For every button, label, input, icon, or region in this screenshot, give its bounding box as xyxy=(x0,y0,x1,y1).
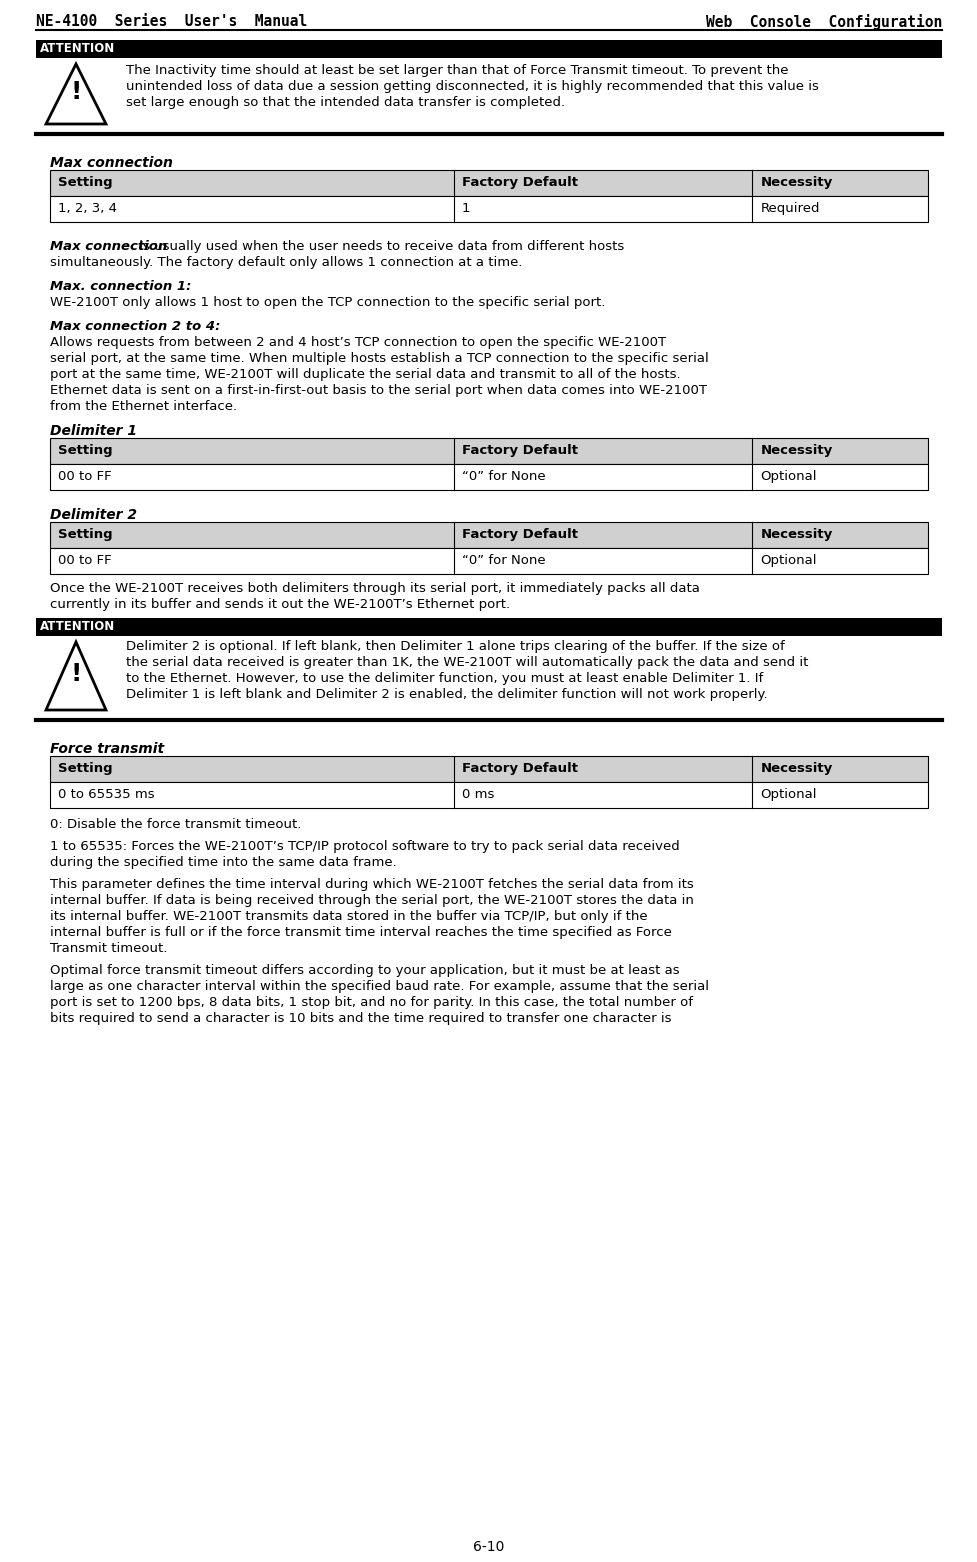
Bar xyxy=(36,636,941,715)
Text: Optional: Optional xyxy=(760,470,816,483)
Text: Delimiter 2: Delimiter 2 xyxy=(50,508,137,522)
Text: Delimiter 1: Delimiter 1 xyxy=(50,423,137,437)
Bar xyxy=(36,41,941,58)
Text: 0 to 65535 ms: 0 to 65535 ms xyxy=(58,787,154,801)
Text: Transmit timeout.: Transmit timeout. xyxy=(50,942,167,954)
Text: 0: Disable the force transmit timeout.: 0: Disable the force transmit timeout. xyxy=(50,818,301,831)
Bar xyxy=(50,548,927,573)
Text: 0 ms: 0 ms xyxy=(461,787,493,801)
Bar xyxy=(50,522,927,548)
Text: to the Ethernet. However, to use the delimiter function, you must at least enabl: to the Ethernet. However, to use the del… xyxy=(126,672,762,686)
Text: Delimiter 1 is left blank and Delimiter 2 is enabled, the delimiter function wil: Delimiter 1 is left blank and Delimiter … xyxy=(126,687,767,701)
Text: serial port, at the same time. When multiple hosts establish a TCP connection to: serial port, at the same time. When mult… xyxy=(50,351,708,366)
Text: simultaneously. The factory default only allows 1 connection at a time.: simultaneously. The factory default only… xyxy=(50,256,522,269)
Bar xyxy=(36,619,941,636)
Text: bits required to send a character is 10 bits and the time required to transfer o: bits required to send a character is 10 … xyxy=(50,1012,671,1025)
Text: Setting: Setting xyxy=(58,444,112,458)
Text: Necessity: Necessity xyxy=(760,177,831,189)
Bar xyxy=(50,437,927,464)
Text: Delimiter 2 is optional. If left blank, then Delimiter 1 alone trips clearing of: Delimiter 2 is optional. If left blank, … xyxy=(126,640,784,653)
Bar xyxy=(50,756,927,783)
Text: port at the same time, WE-2100T will duplicate the serial data and transmit to a: port at the same time, WE-2100T will dup… xyxy=(50,369,680,381)
Text: Setting: Setting xyxy=(58,177,112,189)
Text: from the Ethernet interface.: from the Ethernet interface. xyxy=(50,400,236,412)
Text: Necessity: Necessity xyxy=(760,444,831,458)
Text: Necessity: Necessity xyxy=(760,528,831,540)
Text: Max connection: Max connection xyxy=(50,241,167,253)
Text: Max connection 2 to 4:: Max connection 2 to 4: xyxy=(50,320,220,333)
Text: Optional: Optional xyxy=(760,787,816,801)
Text: “0” for None: “0” for None xyxy=(461,555,545,567)
Bar xyxy=(50,464,927,490)
Text: during the specified time into the same data frame.: during the specified time into the same … xyxy=(50,856,397,868)
Text: port is set to 1200 bps, 8 data bits, 1 stop bit, and no for parity. In this cas: port is set to 1200 bps, 8 data bits, 1 … xyxy=(50,997,693,1009)
Text: 1, 2, 3, 4: 1, 2, 3, 4 xyxy=(58,201,117,216)
Text: large as one character interval within the specified baud rate. For example, ass: large as one character interval within t… xyxy=(50,979,708,993)
Bar xyxy=(36,58,941,130)
Text: This parameter defines the time interval during which WE-2100T fetches the seria: This parameter defines the time interval… xyxy=(50,878,693,890)
Text: Ethernet data is sent on a first-in-first-out basis to the serial port when data: Ethernet data is sent on a first-in-firs… xyxy=(50,384,706,397)
Text: internal buffer is full or if the force transmit time interval reaches the time : internal buffer is full or if the force … xyxy=(50,926,671,939)
Text: is usually used when the user needs to receive data from different hosts: is usually used when the user needs to r… xyxy=(135,241,623,253)
Text: ATTENTION: ATTENTION xyxy=(40,42,115,55)
Text: Optional: Optional xyxy=(760,555,816,567)
Text: its internal buffer. WE-2100T transmits data stored in the buffer via TCP/IP, bu: its internal buffer. WE-2100T transmits … xyxy=(50,911,647,923)
Bar xyxy=(50,783,927,808)
Text: ATTENTION: ATTENTION xyxy=(40,620,115,633)
Text: NE-4100  Series  User's  Manual: NE-4100 Series User's Manual xyxy=(36,14,307,30)
Text: The Inactivity time should at least be set larger than that of Force Transmit ti: The Inactivity time should at least be s… xyxy=(126,64,787,77)
Text: 1: 1 xyxy=(461,201,470,216)
Text: 00 to FF: 00 to FF xyxy=(58,555,111,567)
Text: !: ! xyxy=(70,80,82,105)
Text: Web  Console  Configuration: Web Console Configuration xyxy=(705,14,941,30)
Text: unintended loss of data due a session getting disconnected, it is highly recomme: unintended loss of data due a session ge… xyxy=(126,80,818,94)
Text: Setting: Setting xyxy=(58,762,112,775)
Text: Setting: Setting xyxy=(58,528,112,540)
Bar xyxy=(50,170,927,195)
Text: “0” for None: “0” for None xyxy=(461,470,545,483)
Text: Force transmit: Force transmit xyxy=(50,742,164,756)
Text: the serial data received is greater than 1K, the WE-2100T will automatically pac: the serial data received is greater than… xyxy=(126,656,808,669)
Text: 1 to 65535: Forces the WE-2100T’s TCP/IP protocol software to try to pack serial: 1 to 65535: Forces the WE-2100T’s TCP/IP… xyxy=(50,840,679,853)
Text: Allows requests from between 2 and 4 host’s TCP connection to open the specific : Allows requests from between 2 and 4 hos… xyxy=(50,336,665,348)
Text: Factory Default: Factory Default xyxy=(461,528,577,540)
Polygon shape xyxy=(46,64,106,123)
Bar xyxy=(50,195,927,222)
Text: !: ! xyxy=(70,662,82,686)
Text: Necessity: Necessity xyxy=(760,762,831,775)
Text: internal buffer. If data is being received through the serial port, the WE-2100T: internal buffer. If data is being receiv… xyxy=(50,893,693,908)
Text: Max connection: Max connection xyxy=(50,156,173,170)
Text: currently in its buffer and sends it out the WE-2100T’s Ethernet port.: currently in its buffer and sends it out… xyxy=(50,598,510,611)
Polygon shape xyxy=(46,642,106,711)
Text: WE-2100T only allows 1 host to open the TCP connection to the specific serial po: WE-2100T only allows 1 host to open the … xyxy=(50,297,605,309)
Text: Once the WE-2100T receives both delimiters through its serial port, it immediate: Once the WE-2100T receives both delimite… xyxy=(50,583,700,595)
Text: set large enough so that the intended data transfer is completed.: set large enough so that the intended da… xyxy=(126,95,565,109)
Text: 6-10: 6-10 xyxy=(473,1540,504,1554)
Text: Factory Default: Factory Default xyxy=(461,177,577,189)
Text: 00 to FF: 00 to FF xyxy=(58,470,111,483)
Text: Max. connection 1:: Max. connection 1: xyxy=(50,280,191,294)
Text: Optimal force transmit timeout differs according to your application, but it mus: Optimal force transmit timeout differs a… xyxy=(50,964,679,976)
Text: Factory Default: Factory Default xyxy=(461,762,577,775)
Text: Factory Default: Factory Default xyxy=(461,444,577,458)
Text: Required: Required xyxy=(760,201,819,216)
